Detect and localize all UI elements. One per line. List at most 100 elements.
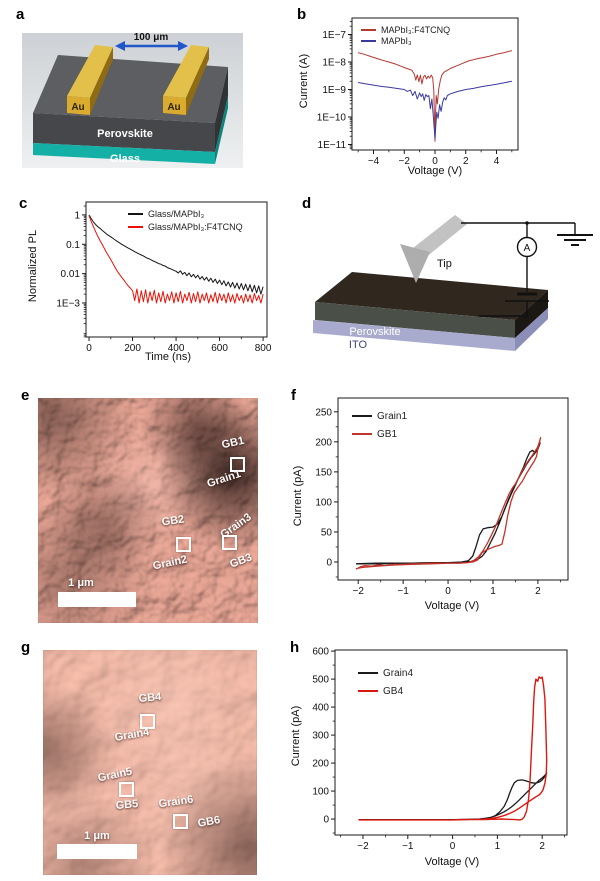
y-tick-label: 50 (321, 527, 333, 538)
x-tick-label: 800 (255, 343, 272, 354)
panel-f-x-axis-title: Voltage (V) (424, 600, 480, 612)
panel-h-legend-item-1: Grain4 (358, 667, 414, 679)
sample-side-face (515, 290, 548, 338)
legend-swatch (128, 226, 143, 228)
series-Grain1 (355, 442, 541, 565)
electrode-left-front (67, 96, 90, 115)
legend-label: MAPbI₃ (381, 36, 412, 46)
legend-label: Grain1 (377, 410, 408, 422)
afm-shading-overlay (43, 650, 257, 875)
x-tick-label: 2 (539, 841, 545, 852)
sample-top-face (315, 272, 548, 320)
legend-label: Grain4 (383, 667, 414, 679)
marker-gb6 (173, 814, 188, 829)
x-tick-label: −2 (399, 156, 411, 167)
y-tick-label: 500 (312, 675, 329, 686)
panel-f-legend-item-1: Grain1 (352, 410, 408, 422)
perovskite-layer-label: Perovskite (97, 128, 153, 140)
y-tick-label: 0 (323, 815, 329, 826)
y-tick-label: 0 (326, 557, 332, 568)
y-tick-label: 1E−9 (322, 85, 346, 96)
x-tick-label: 0 (445, 586, 451, 597)
x-tick-label: 0 (86, 343, 92, 354)
ito-front-face (313, 320, 515, 351)
x-tick-label: 200 (124, 343, 141, 354)
panel-f-chart: −2 −1 0 1 2 0 50 100 150 200 250 (315, 397, 569, 597)
electrode-left-side (90, 47, 113, 115)
legend-swatch (352, 432, 372, 436)
x-tick-label: 4 (494, 156, 500, 167)
series-Glass/MAPbI₃:F4TCNQ (88, 215, 264, 304)
annotation-gb5: GB5 (115, 798, 139, 812)
distance-arrow-head-left (115, 41, 125, 51)
scale-bar-label: 1 μm (68, 577, 94, 589)
plot-frame (337, 397, 569, 581)
electrode-right-front (163, 96, 186, 115)
electrode-right-label: Au (167, 102, 180, 113)
afm-cantilever (413, 215, 467, 258)
panel-e-label: e (21, 387, 30, 404)
legend-swatch (358, 671, 378, 675)
legend-label: Glass/MAPbI₃ (148, 209, 205, 219)
glass-front-face (33, 143, 215, 164)
afm-shading-overlay (38, 398, 258, 623)
series-Glass/MAPbI₃ (88, 214, 264, 295)
legend-label: GB1 (377, 428, 398, 440)
legend-swatch (358, 689, 378, 693)
panel-b-label: b (297, 6, 307, 23)
y-tick-label: 1E−11 (318, 140, 347, 151)
y-tick-label: 600 (312, 647, 329, 658)
y-tick-label: 1E−3 (56, 298, 80, 309)
series-MAPbI₃:F4TCNQ (357, 50, 513, 142)
y-tick-label: 300 (312, 731, 329, 742)
ammeter-icon (516, 236, 538, 258)
x-tick-label: 1 (495, 841, 501, 852)
panel-d-schematic: Perovskite ITO Tip A (313, 215, 593, 351)
panel-d-label: d (302, 195, 312, 212)
legend-swatch (361, 29, 376, 31)
series-MAPbI₃ (358, 80, 513, 140)
marker-gb5 (119, 782, 134, 797)
x-tick-label: −1 (402, 841, 414, 852)
y-tick-label: 200 (312, 759, 329, 770)
x-tick-label: 2 (463, 156, 469, 167)
distance-arrow-head-right (178, 41, 188, 51)
panel-f-y-axis-title: Current (pA) (292, 465, 304, 527)
wire-to-sample (478, 301, 528, 317)
x-tick-label: 0 (432, 156, 438, 167)
panel-b-legend-item-1: MAPbI₃:F4TCNQ (361, 25, 450, 35)
legend-label: GB4 (383, 685, 404, 697)
annotation-gb4: GB4 (138, 691, 162, 705)
glass-side-face (215, 96, 228, 164)
plot-frame (334, 649, 568, 836)
y-tick-label: 100 (315, 497, 332, 508)
y-tick-label: 1E−7 (322, 30, 346, 41)
panel-g-afm-image: GB4 Grain4 Grain5 GB5 Grain6 GB6 1 μm (43, 650, 257, 875)
scale-bar (57, 844, 137, 859)
panel-b-legend-item-2: MAPbI₃ (361, 36, 412, 46)
series-GB4 (358, 676, 548, 821)
panel-f-label: f (291, 387, 296, 404)
x-tick-label: −2 (353, 586, 365, 597)
marker-gb2 (176, 537, 191, 552)
panel-g-label: g (21, 639, 31, 656)
panel-h-chart: −2 −1 0 1 2 0 100 200 300 400 500 600 (312, 647, 568, 852)
ito-side-face (515, 308, 548, 351)
y-tick-label: 250 (315, 407, 332, 418)
legend-swatch (128, 213, 143, 215)
y-tick-label: 200 (315, 437, 332, 448)
series-GB1 (355, 436, 542, 570)
x-tick-label: 600 (211, 343, 228, 354)
x-tick-label: 400 (168, 343, 185, 354)
scale-bar-label: 1 μm (84, 830, 110, 842)
x-tick-label: −2 (357, 841, 369, 852)
afm-tip-icon (400, 244, 430, 283)
panel-b-x-axis-title: Voltage (V) (407, 165, 463, 177)
panel-h-y-axis-title: Current (pA) (290, 705, 302, 767)
panel-a-schematic: Au Au 100 μm Perovskite Glass (22, 32, 243, 168)
panel-c-label: c (19, 195, 28, 212)
panel-h-legend-item-2: GB4 (358, 685, 404, 697)
x-tick-label: 1 (490, 586, 496, 597)
panel-a-label: a (16, 6, 25, 23)
